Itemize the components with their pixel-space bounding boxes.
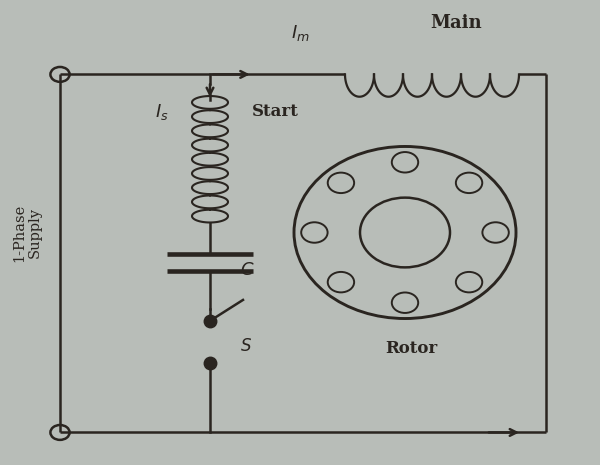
Text: $S$: $S$	[240, 338, 252, 355]
Text: Start: Start	[252, 103, 299, 120]
Text: $C$: $C$	[240, 261, 254, 279]
Text: Main: Main	[430, 14, 482, 32]
Text: $I_s$: $I_s$	[155, 101, 169, 122]
Text: $I_m$: $I_m$	[290, 22, 310, 43]
Text: 1-Phase
Supply: 1-Phase Supply	[12, 203, 42, 262]
Text: Rotor: Rotor	[385, 340, 437, 357]
